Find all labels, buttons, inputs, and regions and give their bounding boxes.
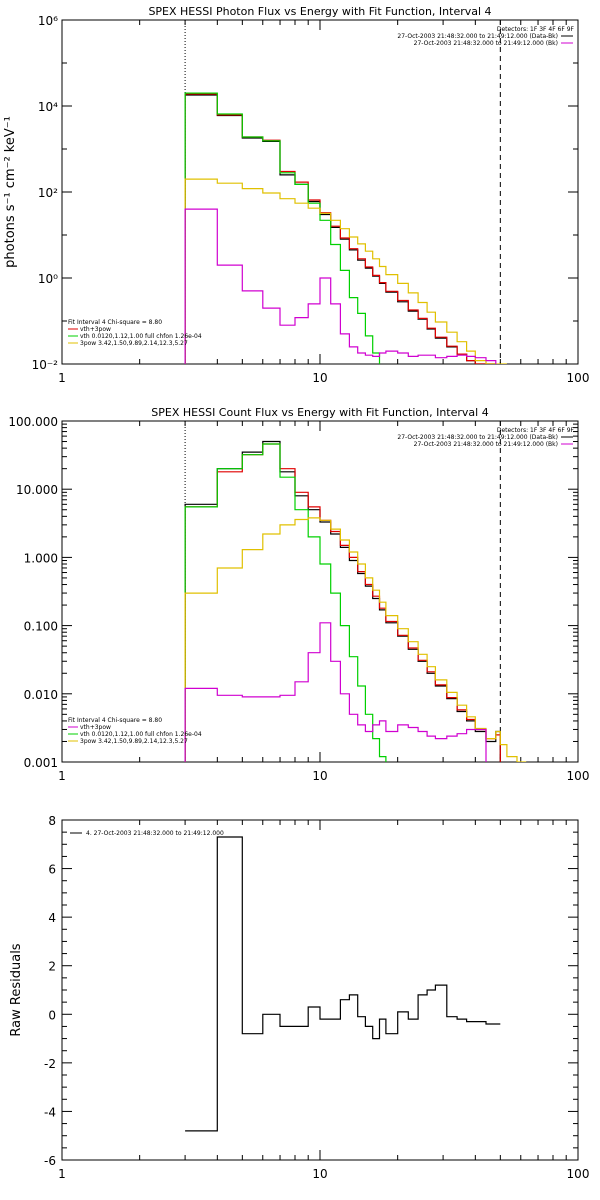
series-group [184, 92, 507, 364]
y-tick-label: 0.010 [24, 688, 58, 702]
y-tick-label: -2 [44, 1057, 56, 1071]
legend-entry: 4. 27-Oct-2003 21:48:32.000 to 21:49:12.… [86, 830, 224, 837]
y-tick-label: 1.000 [24, 551, 58, 565]
series-line-3 [184, 92, 381, 364]
chart-panel-1: SPEX HESSI Photon Flux vs Energy with Fi… [3, 5, 589, 385]
y-tick-label: 0.100 [24, 620, 58, 634]
y-tick-label: 10⁰ [38, 272, 58, 286]
chart-title: SPEX HESSI Photon Flux vs Energy with Fi… [148, 5, 491, 18]
fit-info-line: vth+3pow [80, 326, 111, 333]
y-tick-label: 0 [48, 1008, 56, 1022]
chart-panel-3: 1 10 100 -6 -4 -2 0 2 4 6 8 Raw Residuals 4. 27-Oct-… [9, 814, 589, 1181]
legend-entry: 27-Oct-2003 21:48:32.000 to 21:49:12.000… [414, 40, 558, 47]
legend-entry: 27-Oct-2003 21:48:32.000 to 21:49:12.000… [397, 33, 558, 40]
series-line-4 [184, 517, 527, 762]
y-tick-label: -4 [44, 1105, 56, 1119]
x-tick-label: 100 [567, 371, 590, 385]
y-tick-label: 10⁻² [32, 358, 59, 372]
fit-info-line: 3pow 3.42,1.50,9.89,2.14,12.3,5.27 [80, 340, 188, 347]
chart-title: SPEX HESSI Count Flux vs Energy with Fit… [151, 406, 488, 419]
series-group [185, 836, 501, 1132]
legend-title: Detectors: 1F 3F 4F 6F 9F [497, 26, 575, 33]
y-tick-label: 6 [48, 863, 56, 877]
x-tick-label: 1 [58, 769, 66, 783]
y-tick-label: 10⁶ [38, 14, 58, 28]
fit-info-line: vth 0.0120,1.12,1.00 full chfon 1.26e-04 [80, 333, 202, 340]
x-tick-label: 10 [312, 769, 327, 783]
y-tick-label: 10⁴ [38, 100, 58, 114]
y-tick-label: 2 [48, 960, 56, 974]
x-tick-label: 1 [58, 371, 66, 385]
x-tick-label: 10 [312, 1167, 327, 1181]
series-line-3 [184, 443, 387, 762]
series-line-2 [184, 443, 501, 762]
series-line-1 [185, 836, 501, 1132]
fit-info-line: vth+3pow [80, 724, 111, 731]
legend-entry: 27-Oct-2003 21:48:32.000 to 21:49:12.000… [414, 441, 558, 448]
y-axis-label: Raw Residuals [9, 943, 24, 1036]
fit-info-line: Fit Interval 4 Chi-square = 8.80 [68, 319, 162, 326]
y-tick-label: 0.001 [24, 756, 58, 770]
series-line-5 [184, 622, 487, 762]
x-tick-label: 100 [567, 1167, 590, 1181]
fit-info-line: 3pow 3.42,1.50,9.89,2.14,12.3,5.27 [80, 738, 188, 745]
y-tick-label: 10² [38, 186, 58, 200]
y-axis-label: photons s⁻¹ cm⁻² keV⁻¹ [3, 116, 18, 268]
series-line-5 [184, 208, 497, 364]
series-line-1 [184, 440, 501, 762]
fit-info-line: Fit Interval 4 Chi-square = 8.80 [68, 717, 162, 724]
chart-panel-2: SPEX HESSI Count Flux vs Energy with Fit… [8, 406, 589, 783]
x-tick-label: 10 [312, 371, 327, 385]
series-group [184, 440, 527, 762]
fit-info-line: vth 0.0120,1.12,1.00 full chfon 1.26e-04 [80, 731, 202, 738]
y-tick-label: 4 [48, 911, 56, 925]
x-tick-label: 1 [58, 1167, 66, 1181]
series-line-4 [184, 178, 507, 364]
legend-entry: 27-Oct-2003 21:48:32.000 to 21:49:12.000… [397, 434, 558, 441]
y-tick-label: 10.000 [16, 483, 58, 497]
legend-title: Detectors: 1F 3F 4F 6F 9F [497, 427, 575, 434]
y-tick-label: 100.000 [8, 415, 58, 429]
x-tick-label: 100 [567, 769, 590, 783]
plot-frame [61, 819, 579, 1161]
y-tick-label: 8 [48, 814, 56, 828]
y-tick-label: -6 [44, 1154, 56, 1168]
